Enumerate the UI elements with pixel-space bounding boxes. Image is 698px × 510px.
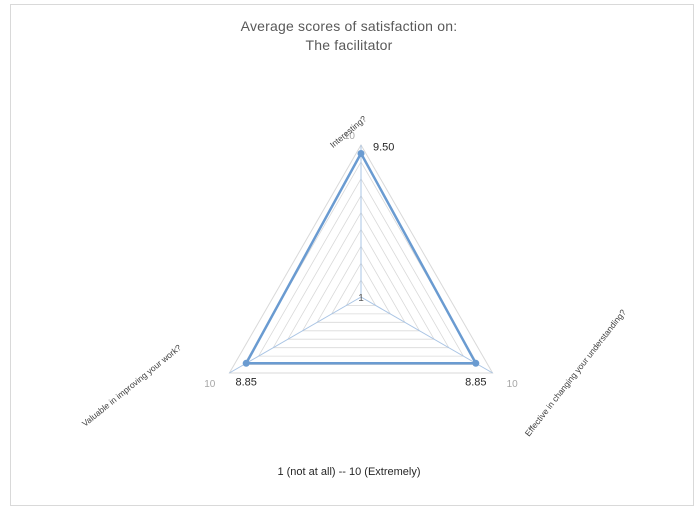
category-label: Effective in changing your understanding… bbox=[523, 307, 628, 438]
category-label: Valuable in improving your work? bbox=[80, 342, 183, 428]
chart-title-line-2: The facilitator bbox=[305, 37, 393, 53]
grid-ring bbox=[316, 245, 406, 323]
tick-label-max: 10 bbox=[344, 131, 356, 142]
category-label: Interesting? bbox=[328, 113, 369, 149]
grid-ring bbox=[243, 161, 479, 366]
grid-ring bbox=[272, 194, 450, 349]
data-point bbox=[357, 149, 365, 157]
data-point bbox=[472, 359, 480, 367]
grid-ring bbox=[301, 228, 421, 332]
grid-ring bbox=[345, 279, 377, 306]
grid-ring bbox=[228, 143, 494, 374]
chart-title-line-1: Average scores of satisfaction on: bbox=[240, 18, 458, 34]
data-point bbox=[242, 359, 250, 367]
tick-label-max: 10 bbox=[204, 379, 216, 390]
data-series-line bbox=[244, 152, 478, 365]
grid-ring bbox=[331, 262, 391, 315]
axis-spoke bbox=[229, 296, 362, 374]
data-label: 8.85 bbox=[235, 376, 256, 388]
chart-area bbox=[10, 4, 694, 506]
tick-label-min: 1 bbox=[358, 293, 364, 304]
data-label: 9.50 bbox=[373, 141, 394, 153]
axis-spoke bbox=[360, 296, 493, 374]
grid-ring bbox=[257, 178, 465, 357]
data-label: 8.85 bbox=[465, 376, 486, 388]
grid-ring bbox=[287, 211, 435, 340]
tick-label-max: 10 bbox=[507, 379, 519, 390]
scale-note: 1 (not at all) -- 10 (Extremely) bbox=[277, 466, 421, 478]
